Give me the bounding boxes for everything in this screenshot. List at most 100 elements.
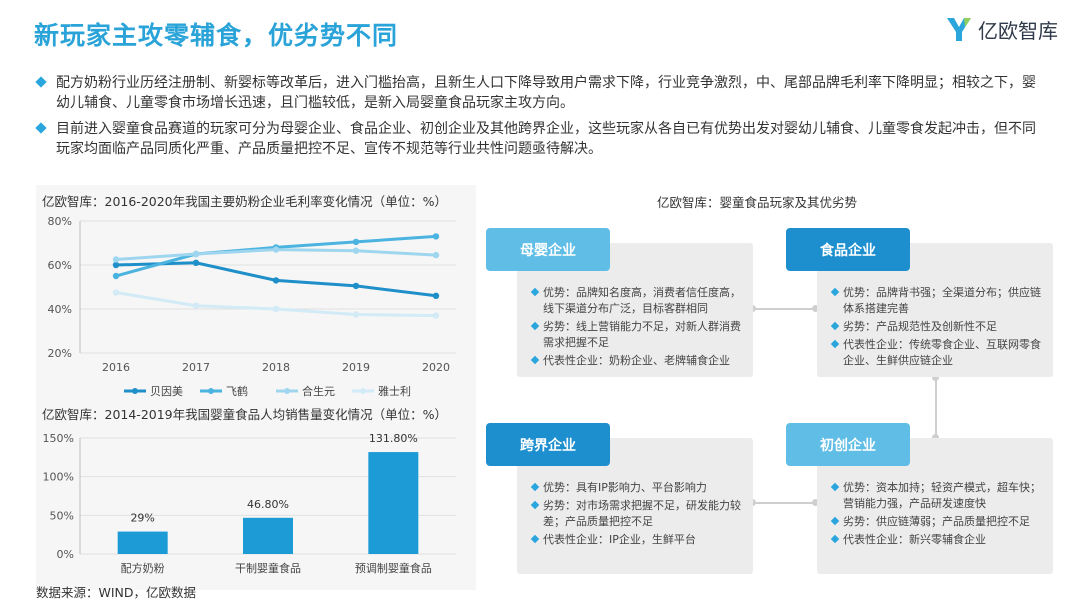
diamond-bullet-icon [35,122,47,134]
diamond-bullet-icon [830,287,840,297]
card-item: 优势：具有IP影响力、平台影响力 [530,480,741,496]
card-item: 劣势：产品规范性及创新性不足 [830,319,1041,335]
card-head-food: 食品企业 [786,228,910,271]
diamond-bullet-icon [830,339,840,349]
category-label: 干制婴童食品 [235,561,301,575]
legend-label: 飞鹤 [226,384,248,398]
y-tick-label: 150% [43,432,74,445]
y-tick-label: 80% [48,215,72,228]
bar-chart-title: 亿欧智库：2014-2019年我国婴童食品人均销售量变化情况（单位：%） [42,407,448,422]
card-item: 优势：品牌知名度高，消费者信任度高，线下渠道分布广泛，目标客群相同 [530,285,741,317]
player-card-maternal: 优势：品牌知名度高，消费者信任度高，线下渠道分布广泛，目标客群相同 劣势：线上营… [517,243,753,377]
data-point [272,277,280,284]
bar-chart: 0% 50% 100% 150% 29% 配方奶粉 46.80% 干制婴童食品 131.80% 预… [43,432,456,575]
connector-dot [812,499,819,506]
y-tick-label: 40% [48,303,72,316]
x-tick-label: 2017 [182,361,210,374]
logo-mark-icon [947,18,971,41]
y-tick-label: 100% [43,471,74,484]
data-point [432,233,440,240]
bar-value-label: 46.80% [247,498,289,511]
diamond-bullet-icon [35,76,47,88]
line-chart-title: 亿欧智库：2016-2020年我国主要奶粉企业毛利率变化情况（单位：%） [42,194,448,209]
data-point [352,311,360,318]
x-tick-label: 2020 [422,361,450,374]
category-label: 预调制婴童食品 [355,561,432,575]
data-point [352,282,360,290]
legend-label: 贝因美 [150,385,183,398]
logo-text: 亿欧智库 [978,18,1058,43]
bullet-text: 目前进入婴童食品赛道的玩家可分为母婴企业、食品企业、初创企业及其他跨界企业，这些… [56,121,1036,157]
diamond-bullet-icon [530,355,540,365]
card-item: 代表性企业：奶粉企业、老牌辅食企业 [530,353,741,369]
connector-line [935,378,937,438]
data-point [352,238,360,246]
x-tick-label: 2018 [262,361,290,374]
data-point [112,272,120,280]
data-point [272,246,280,253]
data-point [432,292,440,299]
data-point [192,259,200,266]
connector-dot [932,374,939,381]
card-item: 优势：品牌背书强；全渠道分布；供应链体系搭建完善 [830,285,1041,317]
legend-label: 雅士利 [378,384,411,398]
diamond-bullet-icon [530,482,540,492]
brand-logo: 亿欧智库 [944,14,1058,44]
card-item: 代表性企业：传统零食企业、互联网零食企业、生鲜供应链企业 [830,337,1041,369]
diamond-bullet-icon [530,321,540,331]
card-item: 劣势：供应链薄弱；产品质量把控不足 [830,514,1041,530]
data-point [112,261,120,269]
legend-marker [132,388,138,394]
diamond-bullet-icon [530,500,540,510]
data-point [112,289,120,296]
diamond-bullet-icon [830,482,840,492]
x-tick-label: 2019 [342,361,370,374]
x-tick-label: 2016 [102,361,130,374]
y-tick-label: 20% [48,347,72,360]
data-point [112,256,120,263]
y-tick-label: 50% [50,509,74,522]
page-title: 新玩家主攻零辅食，优劣势不同 [34,21,399,50]
connector-line [752,502,818,504]
card-item: 代表性企业：新兴零辅食企业 [830,532,1041,548]
player-card-startup: 优势：资本加持；轻资产模式，超车快；营销能力强，产品研发速度快 劣势：供应链薄弱… [817,438,1053,574]
connector-dot [932,434,939,441]
data-point [432,251,440,259]
legend-label: 合生元 [302,384,335,398]
diamond-bullet-icon [830,516,840,526]
data-point [192,302,200,309]
category-label: 配方奶粉 [121,561,165,575]
card-item: 劣势：线上营销能力不足，对新人群消费需求把握不足 [530,319,741,351]
card-head-maternal: 母婴企业 [486,228,610,271]
diamond-bullet-icon [830,534,840,544]
card-item: 优势：资本加持；轻资产模式，超车快；营销能力强，产品研发速度快 [830,480,1041,512]
legend-marker [284,388,290,394]
y-tick-label: 0% [57,548,74,561]
line-chart: 20% 40% 60% 80% 2016 2017 2018 2019 2020 贝因美 飞鹤 合生元… [48,215,456,398]
players-title: 亿欧智库：婴童食品玩家及其优劣势 [657,195,858,210]
bar-value-label: 131.80% [369,432,418,445]
card-head-startup: 初创企业 [786,423,910,466]
diamond-bullet-icon [530,287,540,297]
bar [368,452,419,554]
card-item: 代表性企业：IP企业，生鲜平台 [530,532,741,548]
bullet-item: 目前进入婴童食品赛道的玩家可分为母婴企业、食品企业、初创企业及其他跨界企业，这些… [34,119,1044,159]
data-source: 数据来源：WIND，亿欧数据 [36,585,197,600]
bullet-text: 配方奶粉行业历经注册制、新婴标等改革后，进入门槛抬高，且新生人口下降导致用户需求… [56,75,1036,111]
connector-dot [812,305,819,312]
data-point [272,305,280,313]
bar-value-label: 29% [130,512,154,525]
data-point [352,247,360,254]
diamond-bullet-icon [530,534,540,544]
connector-line [752,308,818,310]
data-point [432,312,440,319]
bullet-item: 配方奶粉行业历经注册制、新婴标等改革后，进入门槛抬高，且新生人口下降导致用户需求… [34,73,1044,113]
card-head-crossover: 跨界企业 [486,423,610,466]
legend-marker [208,388,214,394]
card-item: 劣势：对市场需求把握不足，研发能力较差；产品质量把控不足 [530,498,741,530]
data-point [192,250,200,258]
y-tick-label: 60% [48,259,72,272]
diamond-bullet-icon [830,321,840,331]
bar [117,531,168,554]
legend-marker [360,388,366,394]
